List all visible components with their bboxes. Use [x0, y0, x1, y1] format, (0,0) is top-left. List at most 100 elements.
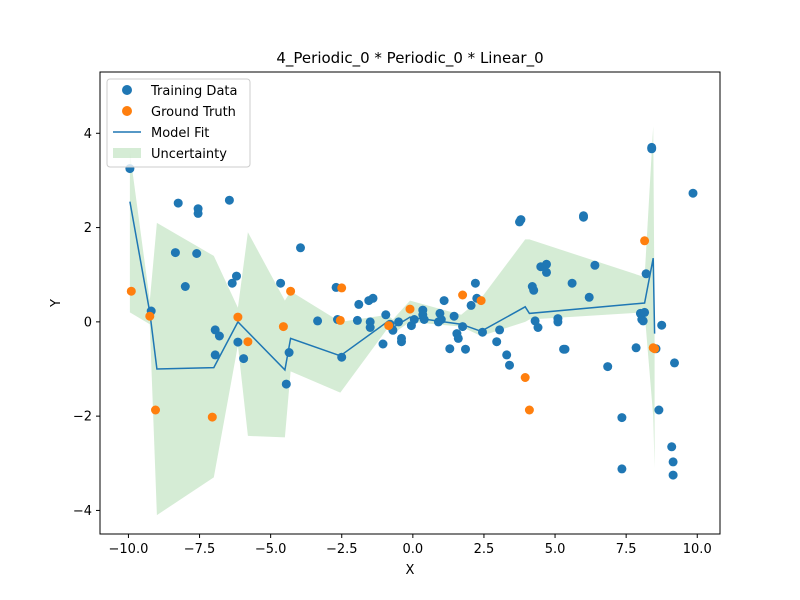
training-point: [516, 215, 526, 225]
y-axis-label: Y: [49, 299, 64, 308]
x-axis-label: X: [406, 563, 415, 578]
training-point: [654, 405, 664, 415]
x-tick-label: −7.5: [184, 542, 216, 557]
legend-ground-truth-marker: [122, 106, 132, 116]
legend-uncertainty-marker: [113, 148, 141, 158]
x-axis-ticks: −10.0 −7.5 −5.0 −2.5 0.0 2.5 5.0 7.5 10.0: [109, 534, 712, 557]
ground-truth-point: [640, 236, 650, 246]
training-point: [214, 331, 224, 341]
legend-training-marker: [122, 85, 132, 95]
training-point: [180, 282, 190, 291]
training-point: [542, 259, 551, 269]
training-point: [337, 352, 347, 362]
training-point: [378, 339, 388, 349]
ground-truth-point: [524, 405, 534, 415]
training-point: [368, 293, 378, 303]
ground-truth-point: [405, 304, 415, 314]
training-point: [579, 211, 588, 221]
training-point: [529, 285, 539, 295]
training-point: [638, 316, 648, 326]
ground-truth-point: [476, 296, 486, 306]
ground-truth-point: [126, 286, 136, 296]
training-point: [670, 358, 679, 368]
training-point: [668, 470, 678, 480]
training-point: [409, 315, 419, 324]
legend-model-fit-label: Model Fit: [151, 126, 209, 141]
training-point: [192, 249, 202, 258]
training-point: [210, 350, 220, 360]
training-point: [354, 299, 364, 309]
training-point: [284, 348, 294, 357]
training-point: [466, 300, 476, 310]
training-point: [470, 278, 480, 288]
training-point: [502, 350, 512, 360]
y-tick-label: 0: [84, 315, 92, 330]
x-tick-label: 2.5: [474, 542, 495, 557]
training-point: [590, 260, 600, 270]
training-point: [641, 269, 651, 279]
y-tick-label: 4: [84, 127, 92, 142]
training-point: [617, 413, 627, 423]
training-point: [647, 142, 657, 152]
ground-truth-point: [207, 412, 217, 422]
training-point: [542, 267, 551, 277]
training-point: [381, 310, 391, 320]
training-point: [617, 464, 627, 474]
training-point: [453, 333, 463, 343]
training-point: [193, 204, 203, 214]
training-point: [281, 379, 291, 389]
training-point: [227, 278, 237, 288]
legend-ground-truth-label: Ground Truth: [151, 105, 236, 120]
training-point: [553, 317, 563, 327]
ground-truth-point: [286, 286, 296, 296]
y-tick-label: 2: [84, 221, 92, 236]
x-tick-label: 10.0: [683, 542, 712, 557]
ground-truth-point: [384, 321, 394, 331]
ground-truth-point: [335, 315, 345, 325]
training-point: [449, 311, 459, 321]
training-point: [313, 316, 323, 326]
training-point: [439, 296, 449, 306]
training-point: [239, 354, 249, 364]
training-point: [419, 315, 429, 324]
x-tick-label: 7.5: [616, 542, 637, 557]
x-tick-label: −5.0: [255, 542, 287, 557]
training-point: [505, 360, 514, 370]
training-point: [224, 195, 234, 205]
x-tick-label: −2.5: [326, 542, 358, 557]
training-point: [603, 362, 613, 372]
x-tick-label: −10.0: [109, 542, 149, 557]
ground-truth-point: [337, 283, 347, 293]
training-point: [394, 317, 404, 327]
training-point: [365, 323, 375, 332]
y-tick-label: −4: [73, 504, 92, 519]
ground-truth-point: [520, 373, 530, 382]
legend: Training Data Ground Truth Model Fit Unc…: [106, 78, 251, 168]
training-point: [173, 198, 183, 208]
plot-frame: [99, 71, 721, 535]
ground-truth-point: [145, 311, 155, 321]
training-point: [688, 188, 698, 198]
training-point: [445, 344, 455, 354]
ground-truth-point: [458, 290, 468, 300]
x-tick-label: 5.0: [545, 542, 566, 557]
legend-uncertainty-label: Uncertainty: [151, 147, 227, 162]
training-point: [458, 322, 468, 332]
training-point: [492, 337, 502, 347]
y-axis-ticks: −4 −2 0 2 4: [73, 127, 100, 519]
training-point: [478, 327, 487, 337]
legend-box: [106, 78, 251, 168]
training-point: [436, 315, 446, 324]
training-point: [397, 337, 406, 347]
training-point: [640, 307, 650, 317]
training-point: [667, 442, 677, 452]
legend-training-label: Training Data: [150, 84, 237, 99]
training-point: [276, 278, 286, 288]
ground-truth-point: [650, 344, 660, 354]
training-points-layer: [125, 142, 698, 480]
chart-title: 4_Periodic_0 * Periodic_0 * Linear_0: [276, 49, 543, 68]
training-point: [560, 344, 570, 354]
training-point: [567, 278, 577, 288]
x-tick-label: 0.0: [403, 542, 424, 557]
